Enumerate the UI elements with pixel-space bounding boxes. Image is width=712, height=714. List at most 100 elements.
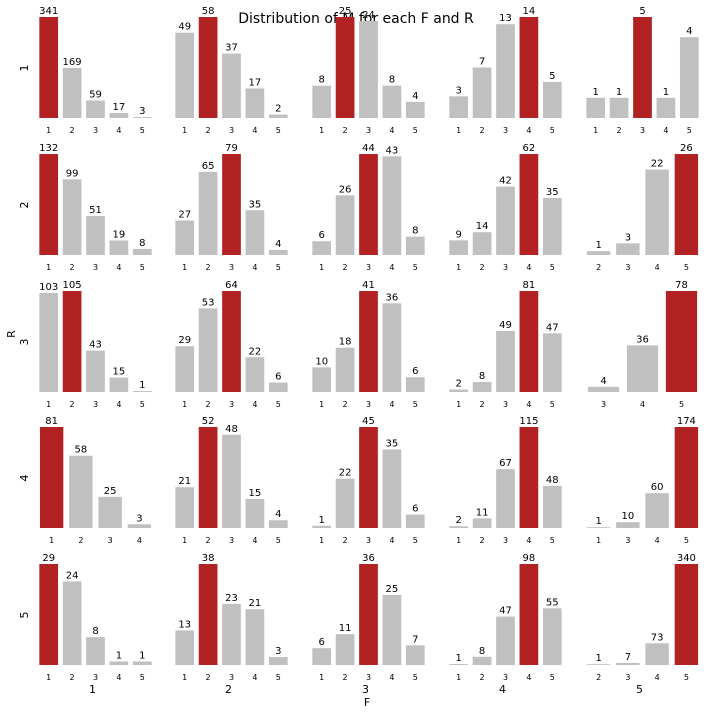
x-axis-label: F bbox=[364, 696, 370, 709]
bar bbox=[496, 24, 515, 118]
data-label: 67 bbox=[499, 458, 512, 469]
bar bbox=[405, 377, 425, 392]
tick-label: 3 bbox=[366, 400, 371, 409]
data-label: 340 bbox=[677, 553, 696, 564]
data-label: 13 bbox=[499, 13, 512, 24]
bar bbox=[496, 469, 515, 528]
data-label: 4 bbox=[686, 26, 692, 37]
data-label: 2 bbox=[456, 379, 462, 390]
bar bbox=[268, 382, 288, 392]
tick-label: 5 bbox=[276, 400, 281, 409]
data-label: 8 bbox=[139, 238, 145, 249]
data-label: 41 bbox=[362, 280, 375, 291]
bar bbox=[542, 608, 562, 665]
bar bbox=[449, 389, 469, 392]
data-label: 6 bbox=[319, 637, 325, 648]
data-label: 79 bbox=[225, 143, 238, 154]
bar bbox=[496, 616, 515, 665]
tick-label: 2 bbox=[343, 673, 348, 682]
bar bbox=[175, 32, 195, 118]
data-label: 7 bbox=[412, 634, 418, 645]
bar bbox=[519, 17, 539, 118]
tick-label: 4 bbox=[116, 126, 121, 135]
tick-label: 2 bbox=[206, 400, 211, 409]
data-label: 23 bbox=[225, 593, 238, 604]
row-label: 5 bbox=[18, 612, 31, 619]
tick-label: 3 bbox=[229, 536, 234, 545]
data-label: 35 bbox=[386, 438, 399, 449]
tick-label: 5 bbox=[276, 126, 281, 135]
tick-label: 1 bbox=[596, 536, 601, 545]
bar bbox=[359, 427, 378, 528]
data-label: 3 bbox=[625, 232, 631, 243]
tick-label: 2 bbox=[480, 536, 485, 545]
tick-label: 2 bbox=[206, 673, 211, 682]
data-label: 64 bbox=[225, 280, 238, 291]
data-label: 99 bbox=[66, 168, 79, 179]
tick-label: 3 bbox=[366, 263, 371, 272]
data-label: 7 bbox=[479, 57, 485, 68]
bar bbox=[245, 88, 265, 118]
tick-label: 4 bbox=[252, 126, 257, 135]
bar bbox=[405, 236, 425, 255]
tick-label: 2 bbox=[343, 400, 348, 409]
data-label: 7 bbox=[625, 652, 631, 663]
tick-label: 5 bbox=[679, 400, 684, 409]
tick-label: 2 bbox=[70, 673, 75, 682]
bar bbox=[268, 657, 288, 665]
tick-label: 1 bbox=[182, 400, 187, 409]
data-label: 42 bbox=[499, 176, 512, 187]
bar bbox=[616, 522, 640, 528]
data-label: 4 bbox=[275, 509, 281, 520]
bar bbox=[382, 85, 402, 118]
data-label: 8 bbox=[412, 226, 418, 237]
tick-label: 4 bbox=[526, 400, 531, 409]
bar bbox=[175, 630, 195, 665]
tick-label: 1 bbox=[319, 263, 324, 272]
bar bbox=[472, 518, 492, 528]
tick-label: 1 bbox=[46, 673, 51, 682]
bar bbox=[542, 81, 562, 118]
bar bbox=[39, 564, 59, 665]
bar bbox=[39, 292, 59, 392]
data-label: 48 bbox=[546, 475, 559, 486]
tick-label: 4 bbox=[252, 536, 257, 545]
bar bbox=[268, 520, 288, 528]
bar bbox=[472, 232, 492, 255]
data-label: 27 bbox=[178, 209, 191, 220]
tick-label: 2 bbox=[343, 536, 348, 545]
data-label: 103 bbox=[39, 282, 58, 293]
data-label: 49 bbox=[499, 320, 512, 331]
tick-label: 4 bbox=[526, 536, 531, 545]
bar bbox=[405, 645, 425, 665]
data-label: 4 bbox=[275, 239, 281, 250]
tick-label: 5 bbox=[550, 536, 555, 545]
tick-label: 2 bbox=[206, 263, 211, 272]
row-label: 2 bbox=[18, 202, 31, 209]
tick-label: 5 bbox=[413, 263, 418, 272]
bar bbox=[645, 643, 669, 665]
tick-label: 1 bbox=[319, 400, 324, 409]
data-label: 4 bbox=[600, 376, 606, 387]
tick-label: 1 bbox=[46, 400, 51, 409]
bar bbox=[198, 308, 218, 392]
tick-label: 2 bbox=[343, 126, 348, 135]
data-label: 62 bbox=[523, 143, 536, 154]
bar bbox=[382, 156, 402, 255]
data-label: 81 bbox=[523, 280, 536, 291]
bar bbox=[86, 100, 105, 118]
bar bbox=[222, 434, 241, 528]
bar bbox=[198, 427, 218, 528]
tick-label: 1 bbox=[49, 536, 54, 545]
data-label: 53 bbox=[202, 297, 215, 308]
data-label: 43 bbox=[386, 145, 399, 156]
tick-label: 4 bbox=[663, 126, 668, 135]
bar bbox=[449, 96, 469, 118]
tick-label: 5 bbox=[684, 536, 689, 545]
data-label: 2 bbox=[275, 104, 281, 115]
tick-label: 3 bbox=[625, 263, 630, 272]
chart-title: Distribution of M for each F and R bbox=[238, 11, 474, 27]
column-label: 4 bbox=[499, 683, 506, 696]
bar bbox=[449, 526, 469, 528]
tick-label: 3 bbox=[229, 126, 234, 135]
